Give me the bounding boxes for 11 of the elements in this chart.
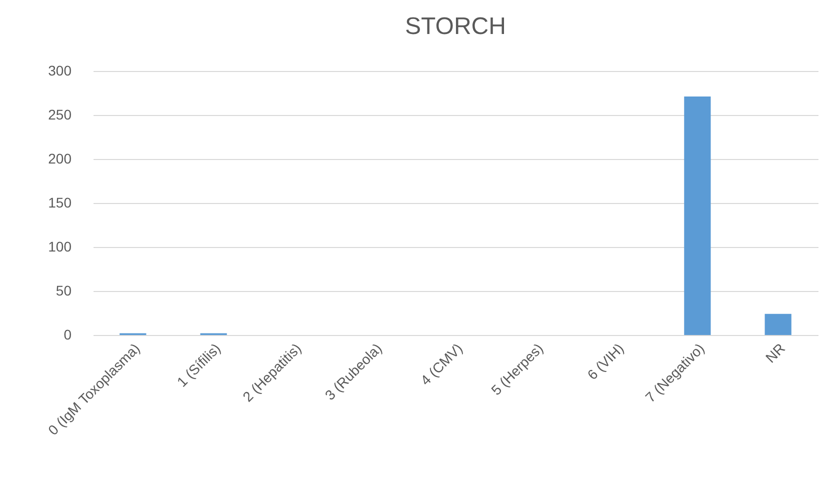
x-tick-label: NR	[762, 340, 788, 366]
bar	[764, 314, 792, 335]
chart-title: STORCH	[405, 13, 506, 40]
bar	[684, 96, 711, 335]
y-tick-label: 300	[48, 62, 72, 78]
y-tick-label: 50	[56, 282, 72, 298]
y-tick-label: 250	[48, 106, 72, 122]
y-tick-label: 0	[64, 326, 72, 342]
y-tick-label: 100	[48, 238, 72, 254]
y-tick-label: 150	[48, 194, 72, 210]
y-tick-label: 200	[48, 150, 72, 166]
